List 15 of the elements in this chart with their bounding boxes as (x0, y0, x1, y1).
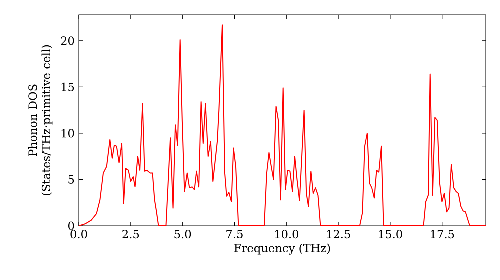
y-tick-label: 5 (68, 176, 74, 184)
y-tick-label: 0 (68, 222, 74, 230)
y-tick-label: 20 (61, 36, 74, 46)
y-tick-label: 15 (62, 82, 74, 92)
y-axis-title: Phonon DOS (States/THz·primitive cell) (28, 45, 53, 196)
x-tick-label: 5.0 (174, 230, 192, 239)
y-tick-label: 10 (62, 129, 74, 138)
x-tick-label: 7.5 (226, 230, 243, 238)
x-tick-label: 17.5 (431, 230, 454, 239)
x-tick-label: 15.0 (379, 230, 402, 239)
x-tick-label: 2.5 (122, 230, 140, 239)
x-tick-label: 0.0 (70, 230, 88, 239)
x-axis-title: Frequency (THz) (234, 244, 330, 255)
x-tick-label: 12.5 (327, 230, 350, 239)
x-tick-label: 10.0 (275, 230, 299, 239)
